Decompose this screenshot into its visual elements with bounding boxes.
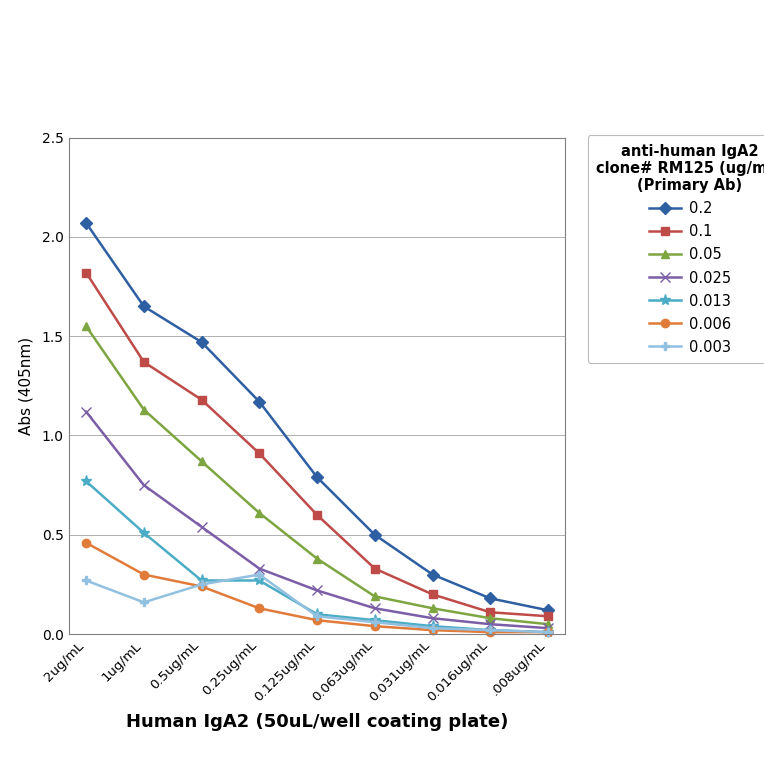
0.1 <box>139 358 148 367</box>
0.1 <box>428 590 437 599</box>
0.05 <box>543 620 552 629</box>
0.2 <box>312 473 322 482</box>
0.013 <box>371 616 380 625</box>
0.025 <box>543 623 552 633</box>
Line: 0.003: 0.003 <box>82 571 552 636</box>
0.2 <box>254 397 264 406</box>
0.05 <box>139 405 148 414</box>
Line: 0.006: 0.006 <box>82 539 552 636</box>
0.2 <box>371 530 380 539</box>
0.05 <box>312 554 322 563</box>
0.1 <box>82 268 91 277</box>
0.2 <box>82 219 91 228</box>
0.025 <box>197 523 206 532</box>
0.003 <box>371 617 380 626</box>
0.003 <box>486 626 495 635</box>
0.006 <box>82 538 91 547</box>
0.025 <box>254 564 264 573</box>
0.013 <box>82 477 91 486</box>
0.006 <box>486 627 495 636</box>
0.05 <box>486 613 495 623</box>
0.2 <box>543 606 552 615</box>
0.013 <box>543 627 552 636</box>
0.1 <box>197 395 206 404</box>
0.013 <box>486 626 495 635</box>
0.003 <box>312 612 322 621</box>
0.013 <box>312 610 322 619</box>
Line: 0.2: 0.2 <box>82 219 552 614</box>
Line: 0.05: 0.05 <box>82 322 552 628</box>
Line: 0.1: 0.1 <box>82 268 552 620</box>
0.05 <box>371 592 380 601</box>
0.003 <box>82 576 91 585</box>
0.1 <box>254 448 264 458</box>
0.006 <box>197 582 206 591</box>
0.2 <box>139 302 148 311</box>
0.006 <box>312 616 322 625</box>
0.006 <box>254 604 264 613</box>
Line: 0.025: 0.025 <box>81 406 553 633</box>
Line: 0.013: 0.013 <box>80 476 554 638</box>
0.025 <box>371 604 380 613</box>
0.006 <box>428 626 437 635</box>
0.013 <box>197 576 206 585</box>
0.013 <box>428 622 437 631</box>
0.1 <box>371 564 380 573</box>
0.1 <box>486 607 495 617</box>
0.2 <box>197 338 206 347</box>
0.003 <box>428 623 437 633</box>
0.025 <box>139 481 148 490</box>
0.003 <box>139 597 148 607</box>
X-axis label: Human IgA2 (50uL/well coating plate): Human IgA2 (50uL/well coating plate) <box>126 713 508 731</box>
0.025 <box>428 613 437 623</box>
0.025 <box>82 407 91 416</box>
0.05 <box>254 508 264 517</box>
0.013 <box>139 528 148 537</box>
0.05 <box>82 322 91 331</box>
Y-axis label: Abs (405nm): Abs (405nm) <box>18 337 34 435</box>
0.2 <box>428 570 437 579</box>
Legend: 0.2, 0.1, 0.05, 0.025, 0.013, 0.006, 0.003: 0.2, 0.1, 0.05, 0.025, 0.013, 0.006, 0.0… <box>588 135 764 364</box>
0.003 <box>543 627 552 636</box>
0.013 <box>254 576 264 585</box>
0.003 <box>254 570 264 579</box>
0.1 <box>312 510 322 520</box>
0.2 <box>486 594 495 603</box>
0.006 <box>371 622 380 631</box>
0.006 <box>139 570 148 579</box>
0.006 <box>543 627 552 636</box>
0.003 <box>197 580 206 589</box>
0.1 <box>543 612 552 621</box>
0.025 <box>486 620 495 629</box>
0.05 <box>197 457 206 466</box>
0.05 <box>428 604 437 613</box>
0.025 <box>312 586 322 595</box>
